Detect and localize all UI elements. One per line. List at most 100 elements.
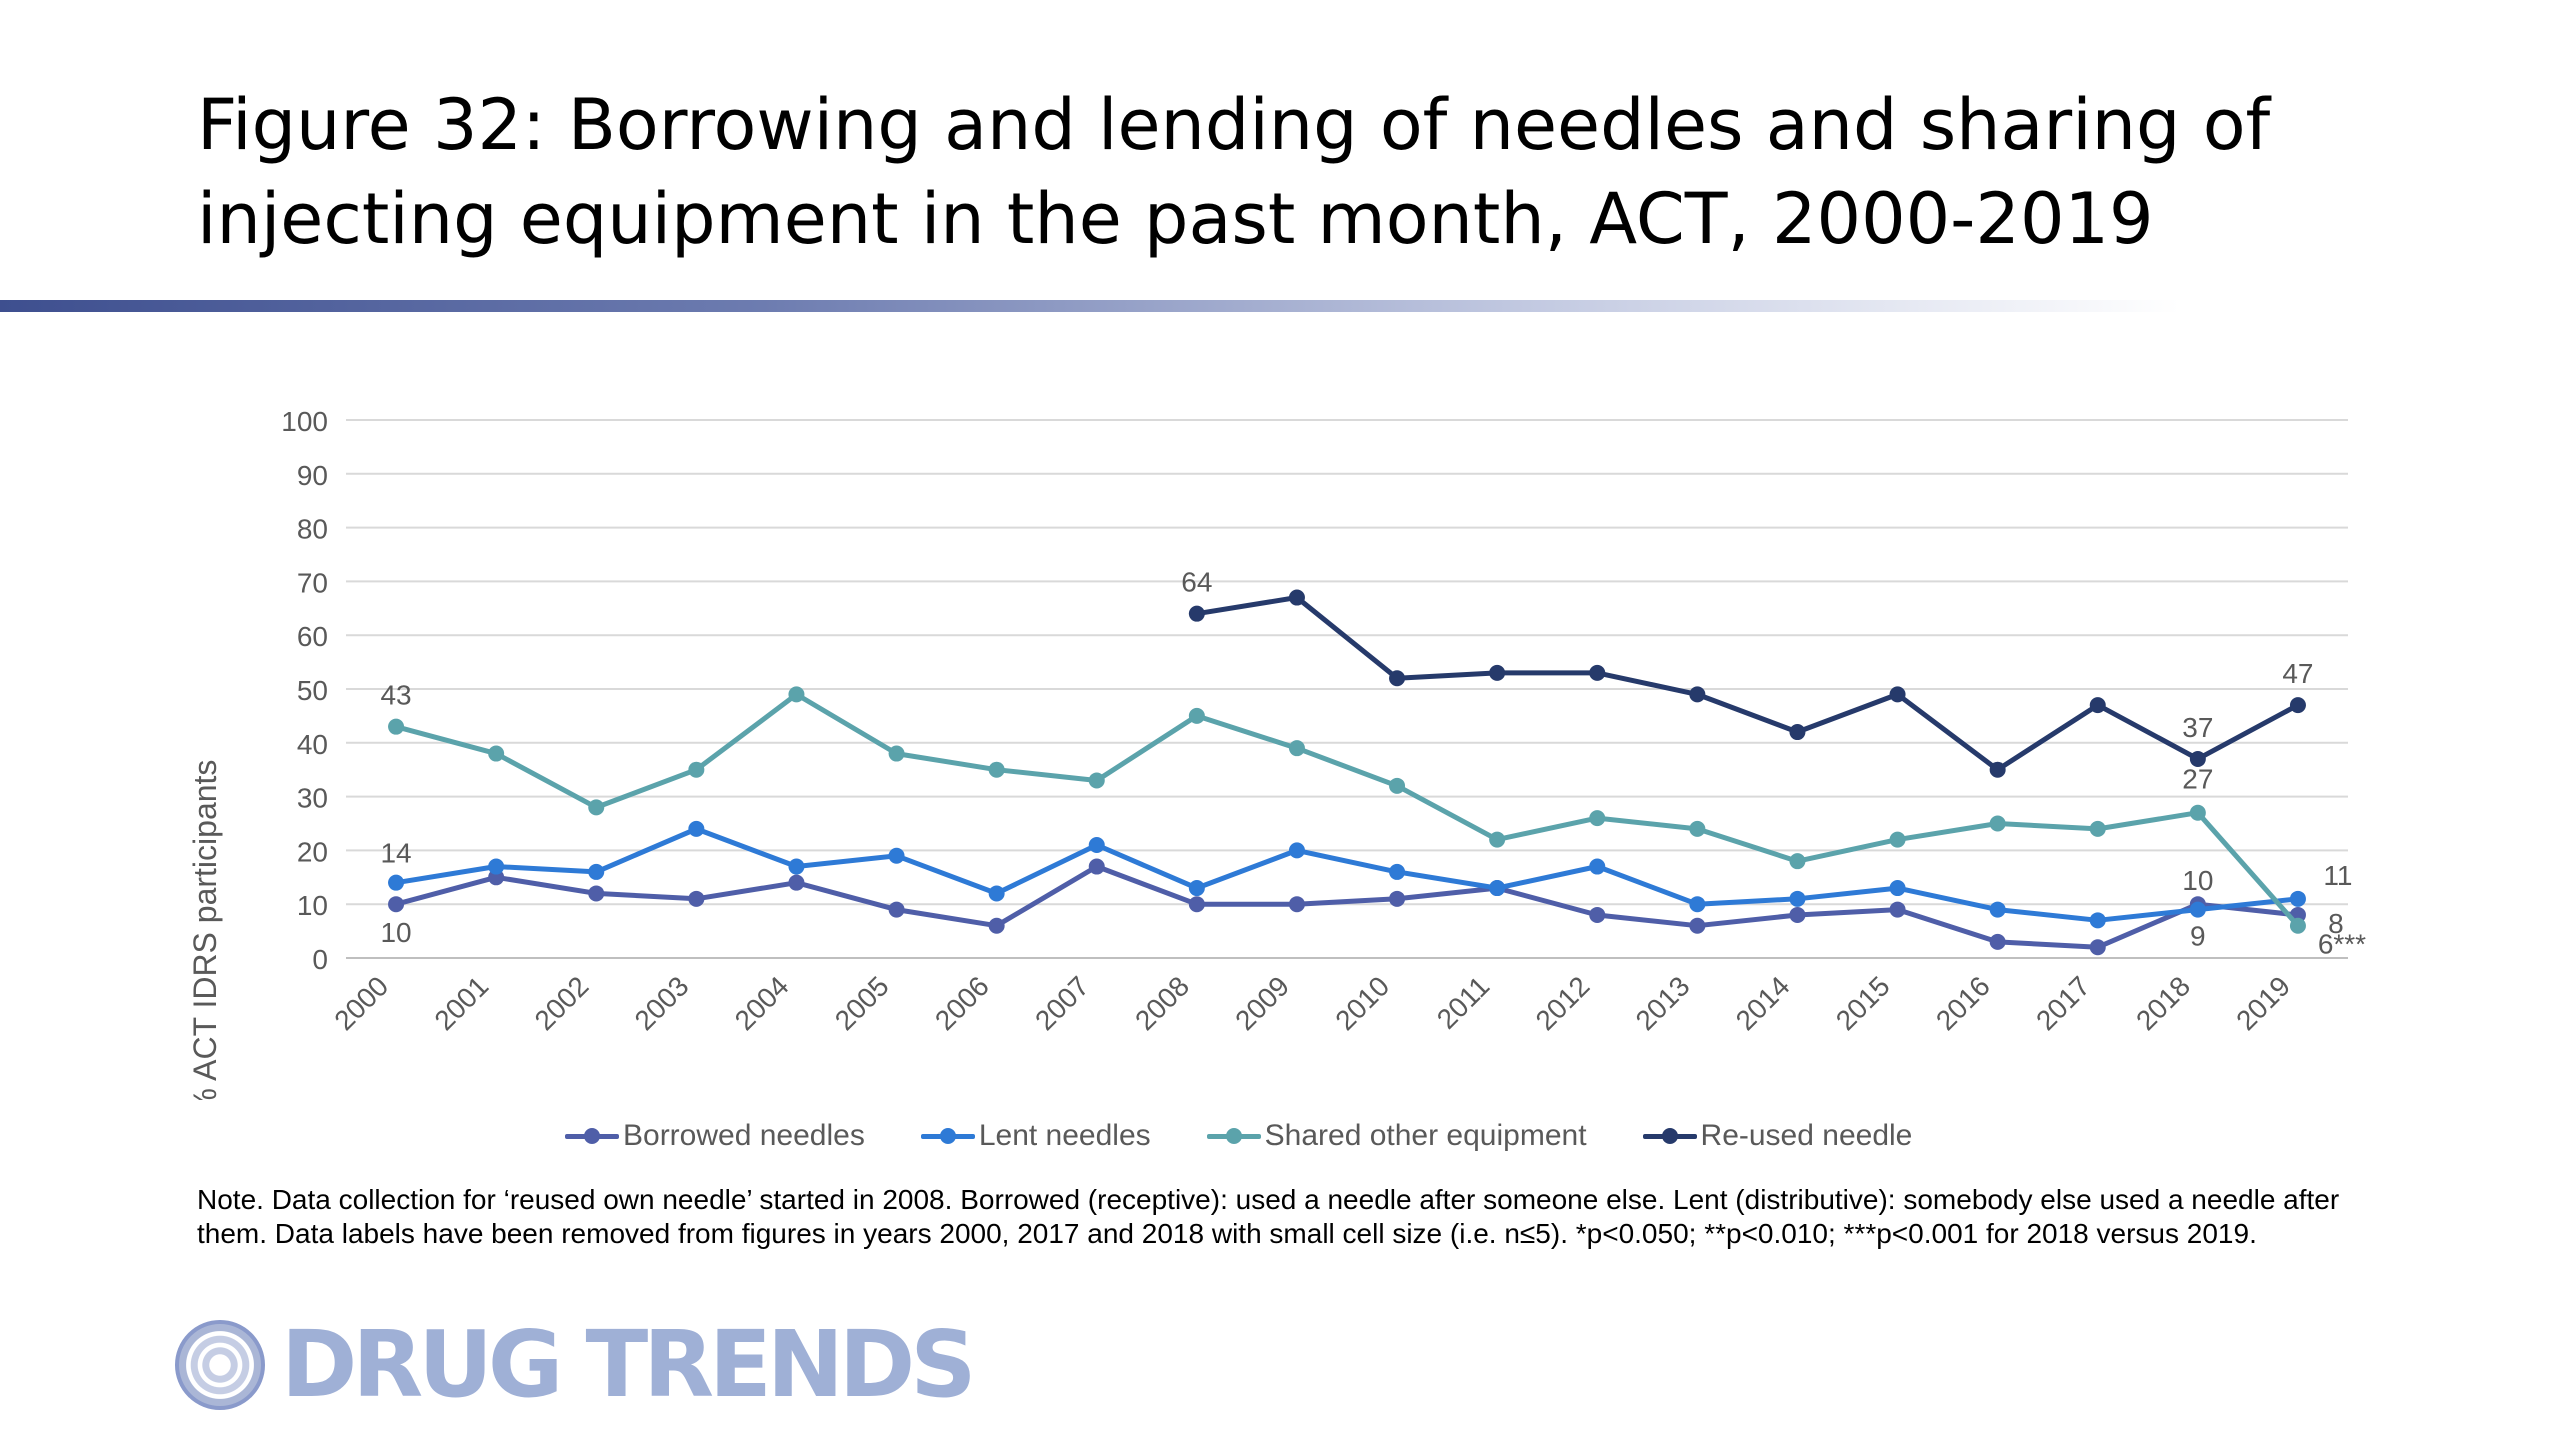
data-point: [1288, 740, 1305, 757]
data-point: [1188, 605, 1205, 622]
data-point: [1088, 837, 1105, 854]
data-point: [1389, 890, 1406, 907]
data-point: [588, 799, 605, 816]
x-tick-label: 2001: [428, 970, 494, 1036]
legend-label: Lent needles: [978, 1119, 1151, 1152]
data-point: [1789, 906, 1806, 923]
globe-icon: [175, 1320, 265, 1410]
x-tick-label: 2005: [829, 970, 895, 1036]
data-point: [1589, 810, 1606, 827]
y-axis-ticks: 0 10 20 30 40 50 60 70 80 90 100: [281, 406, 328, 975]
data-point: [1689, 896, 1706, 913]
x-tick-label: 2013: [1630, 970, 1696, 1036]
x-tick-label: 2014: [1730, 970, 1796, 1036]
x-tick-label: 2017: [2030, 970, 2096, 1036]
series-line: [395, 864, 2299, 950]
x-tick-label: 2004: [729, 970, 795, 1036]
x-tick-label: 2006: [929, 970, 995, 1036]
data-point: [488, 745, 505, 762]
data-point: [788, 874, 805, 891]
data-point: [988, 761, 1005, 778]
data-point: [1489, 664, 1506, 681]
y-tick-label: 0: [312, 944, 328, 975]
series-re-used-needle: [1188, 589, 2306, 778]
y-tick-label: 30: [297, 783, 328, 814]
x-tick-label: 2018: [2130, 970, 2196, 1036]
legend-swatch: [565, 1126, 619, 1146]
data-point: [2189, 750, 2206, 767]
data-point: [388, 718, 405, 735]
data-point: [1889, 686, 1906, 703]
data-point: [1589, 664, 1606, 681]
data-point: [1989, 761, 2006, 778]
y-tick-label: 10: [297, 890, 328, 921]
data-point: [888, 847, 905, 864]
x-tick-label: 2007: [1029, 970, 1095, 1036]
data-point: [1489, 831, 1506, 848]
x-tick-label: 2008: [1129, 970, 1195, 1036]
data-point: [1889, 880, 1906, 897]
data-point: [1789, 853, 1806, 870]
series-lines: [388, 589, 2306, 956]
data-point: [1389, 863, 1406, 880]
y-tick-label: 100: [281, 406, 328, 437]
data-label: 37: [2182, 712, 2213, 743]
figure-note: Note. Data collection for ‘reused own ne…: [197, 1184, 2340, 1249]
x-tick-label: 2015: [1830, 970, 1896, 1036]
data-point: [2189, 804, 2206, 821]
data-point: [588, 863, 605, 880]
data-point: [1989, 933, 2006, 950]
y-tick-label: 80: [297, 514, 328, 545]
y-tick-label: 50: [297, 675, 328, 706]
data-point: [1288, 896, 1305, 913]
data-point: [1789, 890, 1806, 907]
x-tick-label: 2009: [1229, 970, 1295, 1036]
data-point: [2089, 820, 2106, 837]
data-label: 47: [2282, 658, 2313, 689]
data-point: [1489, 880, 1506, 897]
drug-trends-logo: DRUG TRENDS: [175, 1311, 977, 1418]
data-point: [2089, 939, 2106, 956]
data-point: [588, 885, 605, 902]
data-point: [1889, 901, 1906, 918]
series-line: [1196, 595, 2300, 773]
data-point: [1689, 917, 1706, 934]
legend-label: Re-used needle: [1700, 1119, 1913, 1152]
data-point: [1288, 842, 1305, 859]
data-labels: 10 10 8 14 9 11 43 27 6*** 64 37 47: [380, 567, 2366, 960]
data-point: [1188, 707, 1205, 724]
data-point: [1889, 831, 1906, 848]
data-label: 11: [2323, 860, 2352, 891]
x-tick-label: 2019: [2230, 970, 2296, 1036]
logo-wordmark: DRUG TRENDS: [281, 1311, 977, 1418]
x-tick-label: 2003: [629, 970, 695, 1036]
x-tick-label: 2002: [529, 970, 595, 1036]
legend-item: Borrowed needles: [565, 1119, 865, 1153]
data-point: [1589, 858, 1606, 875]
data-point: [1989, 815, 2006, 832]
data-label: 14: [380, 838, 411, 869]
data-point: [2189, 901, 2206, 918]
title-divider: [0, 300, 2180, 312]
data-point: [488, 858, 505, 875]
data-point: [888, 745, 905, 762]
legend-item: Re-used needle: [1642, 1119, 1913, 1153]
chart-legend: Borrowed needles Lent needles Shared other…: [565, 1113, 1912, 1159]
x-tick-label: 2016: [1930, 970, 1996, 1036]
legend-swatch: [1642, 1126, 1697, 1146]
series-borrowed-needles: [388, 858, 2306, 956]
data-point: [1989, 901, 2006, 918]
data-label: 10: [2182, 865, 2213, 896]
data-point: [688, 890, 705, 907]
data-point: [1188, 880, 1205, 897]
data-point: [2289, 917, 2306, 934]
data-point: [388, 896, 405, 913]
data-point: [688, 761, 705, 778]
x-axis-ticks: 2000 2001 2002 2003 2004 2005 2006 2007 2008 2009…: [328, 970, 2296, 1036]
x-tick-label: 2010: [1329, 970, 1395, 1036]
legend-swatch: [1206, 1126, 1261, 1146]
data-point: [2089, 912, 2106, 929]
data-point: [1589, 906, 1606, 923]
data-point: [1389, 670, 1406, 687]
